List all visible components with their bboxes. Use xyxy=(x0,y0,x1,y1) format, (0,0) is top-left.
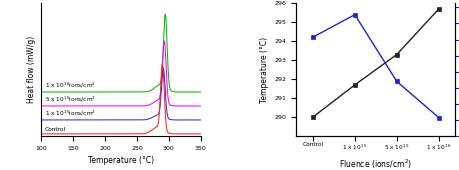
Text: 5 x 10$^{15}$ions/cm$^2$: 5 x 10$^{15}$ions/cm$^2$ xyxy=(45,95,95,104)
Y-axis label: Heat flow (mW/g): Heat flow (mW/g) xyxy=(27,36,36,103)
Text: 1 x 10$^{16}$ions/cm$^2$: 1 x 10$^{16}$ions/cm$^2$ xyxy=(45,81,95,90)
X-axis label: Fluence (ions/cm$^2$): Fluence (ions/cm$^2$) xyxy=(339,157,411,170)
Text: Control: Control xyxy=(45,127,66,132)
Text: 1 x 10$^{15}$ions/cm$^2$: 1 x 10$^{15}$ions/cm$^2$ xyxy=(45,109,95,118)
Y-axis label: Temperature (°C): Temperature (°C) xyxy=(259,37,269,103)
X-axis label: Temperature (°C): Temperature (°C) xyxy=(88,156,154,165)
